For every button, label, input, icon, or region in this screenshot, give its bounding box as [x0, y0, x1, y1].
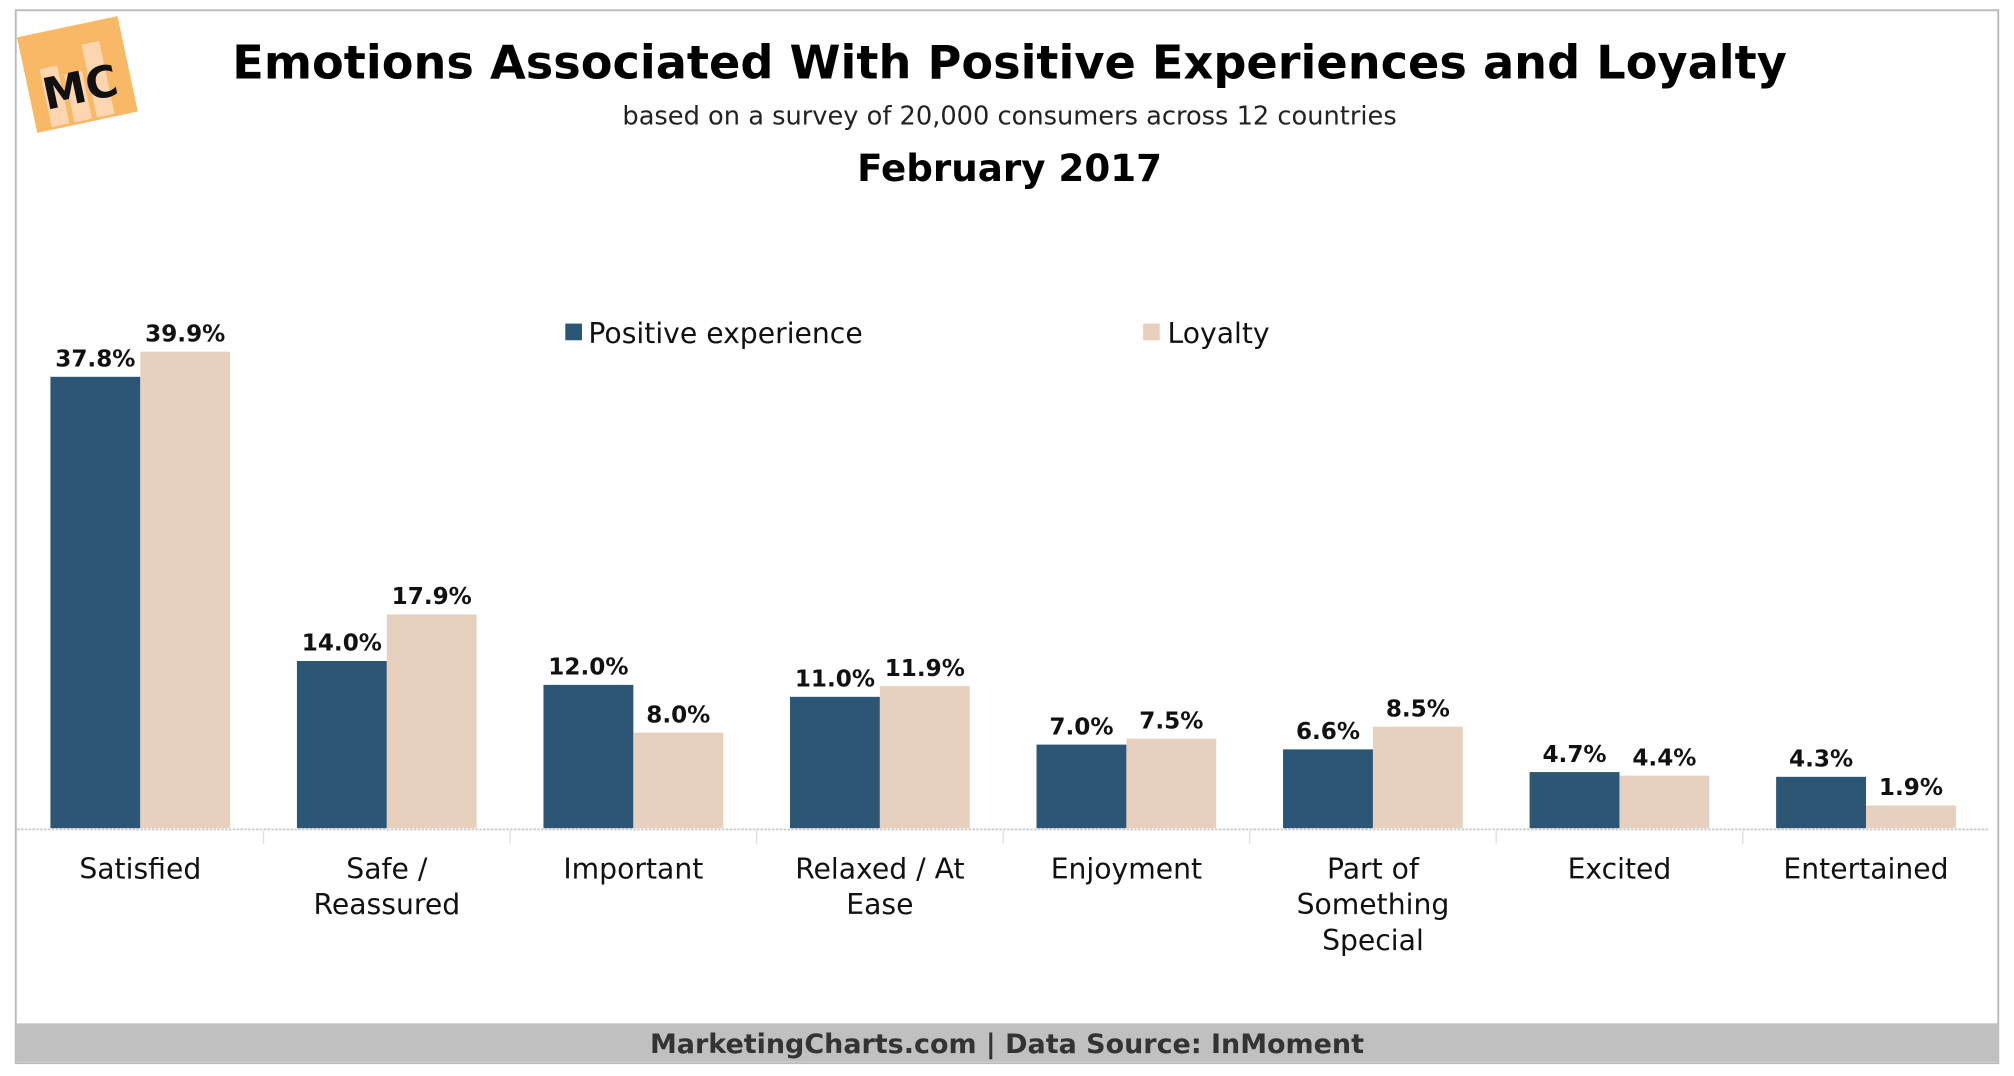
category-label: Relaxed / At [795, 852, 964, 885]
chart-subtitle: based on a survey of 20,000 consumers ac… [622, 102, 1396, 132]
category-label: Satisfied [79, 852, 201, 885]
data-label: 11.0% [795, 667, 875, 693]
legend-swatch-loyalty [1143, 323, 1160, 341]
category-label: Something [1297, 888, 1450, 921]
data-label: 11.9% [885, 656, 965, 682]
chart-date: February 2017 [857, 146, 1162, 190]
bar-loyalty [879, 686, 970, 829]
footer-bar [15, 1023, 1999, 1062]
category-label: Part of [1327, 852, 1420, 885]
data-label: 4.3% [1789, 747, 1853, 773]
bar-positive [1776, 776, 1867, 829]
data-label: 7.5% [1139, 708, 1203, 734]
data-label: 8.5% [1386, 696, 1450, 722]
bar-loyalty [1866, 805, 1956, 829]
data-label: 39.9% [145, 321, 225, 347]
category-label: Enjoyment [1051, 852, 1202, 885]
footer-text: MarketingCharts.com | Data Source: InMom… [650, 1029, 1364, 1060]
bar-positive [543, 684, 634, 829]
data-label: 37.8% [55, 347, 135, 373]
data-label: 14.0% [302, 631, 382, 657]
legend-label-loyalty: Loyalty [1168, 317, 1270, 350]
bar-positive [1036, 744, 1127, 829]
chart-frame [14, 9, 2000, 1065]
bar-loyalty [1126, 738, 1217, 829]
bar-loyalty [1619, 775, 1710, 829]
bar-positive [1283, 749, 1373, 829]
data-label: 4.7% [1542, 742, 1606, 768]
bar-positive [50, 376, 141, 829]
bar-loyalty [140, 351, 231, 829]
category-label: Reassured [314, 888, 461, 921]
data-label: 8.0% [646, 702, 710, 728]
plot-area: 37.8% 39.9% Satisfied 14.0% 17.9% Safe /Reass… [17, 321, 1990, 957]
data-label: 7.0% [1049, 714, 1113, 740]
category-label: Special [1322, 924, 1424, 957]
data-label: 4.4% [1632, 745, 1696, 771]
category-label: Safe / [346, 852, 428, 885]
logo: MC [16, 16, 138, 133]
category-label: Excited [1568, 852, 1672, 885]
category-label: Important [563, 852, 703, 885]
data-label: 6.6% [1296, 719, 1360, 745]
bar-loyalty [386, 614, 477, 829]
category-label: Ease [846, 888, 913, 921]
legend-label-positive: Positive experience [588, 317, 862, 350]
bar-loyalty [1372, 726, 1463, 829]
bar-positive [296, 661, 387, 829]
category-label: Entertained [1783, 852, 1948, 885]
data-label: 1.9% [1879, 775, 1943, 801]
data-label: 12.0% [548, 655, 628, 681]
data-label: 17.9% [392, 584, 472, 610]
bar-positive [790, 696, 880, 829]
legend-swatch-positive [565, 323, 582, 341]
legend: Positive experience Loyalty [565, 317, 1270, 350]
bar-positive [1529, 772, 1620, 829]
chart-title: Emotions Associated With Positive Experi… [232, 35, 1787, 89]
bar-loyalty [633, 732, 724, 829]
